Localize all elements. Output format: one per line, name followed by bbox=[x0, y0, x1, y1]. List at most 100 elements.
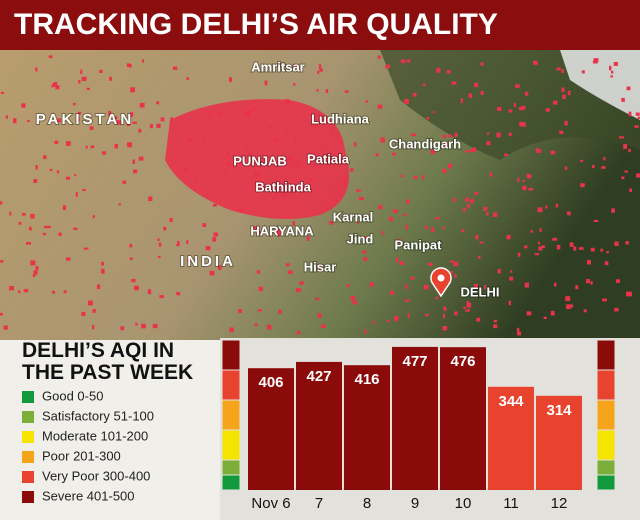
fire-dot bbox=[428, 262, 433, 266]
fire-dot bbox=[177, 240, 180, 246]
fire-dot bbox=[266, 324, 272, 330]
fire-dot bbox=[130, 112, 134, 117]
fire-dot bbox=[461, 229, 465, 233]
title: TRACKING DELHI’S AIR QUALITY bbox=[14, 8, 498, 41]
fire-dot bbox=[256, 270, 260, 274]
fire-dot bbox=[18, 221, 22, 225]
fire-dot bbox=[580, 159, 584, 162]
fire-dot bbox=[388, 216, 394, 222]
fire-dot bbox=[518, 106, 524, 111]
scale-band bbox=[221, 339, 241, 371]
map-label: Karnal bbox=[333, 209, 373, 224]
fire-dot bbox=[316, 89, 319, 92]
fire-dot bbox=[276, 229, 282, 235]
fire-dot bbox=[306, 235, 310, 241]
fire-dot bbox=[122, 180, 127, 184]
fire-dot bbox=[101, 268, 105, 274]
fire-dot bbox=[624, 170, 628, 173]
fire-dot bbox=[87, 300, 93, 306]
fire-dot bbox=[54, 140, 59, 144]
fire-dot bbox=[65, 176, 71, 180]
fire-dot bbox=[484, 284, 487, 290]
fire-dot bbox=[615, 279, 620, 283]
fire-dot bbox=[443, 307, 447, 311]
fire-dot bbox=[381, 231, 384, 235]
fire-dot bbox=[508, 300, 511, 306]
fire-dot bbox=[517, 177, 520, 182]
map-label: DELHI bbox=[461, 284, 500, 299]
fire-dot bbox=[344, 90, 349, 93]
fire-dot bbox=[566, 304, 571, 310]
fire-dot bbox=[385, 64, 391, 69]
scale-band bbox=[221, 399, 241, 431]
fire-dot bbox=[129, 243, 133, 248]
fire-dot bbox=[403, 213, 407, 216]
fire-dot bbox=[252, 107, 257, 111]
legend-swatch bbox=[22, 471, 34, 483]
map-label: Amritsar bbox=[251, 59, 304, 74]
fire-dot bbox=[254, 323, 258, 327]
fire-dot bbox=[170, 117, 174, 122]
fire-dot bbox=[329, 130, 334, 135]
fire-dot bbox=[238, 160, 244, 165]
fire-dot bbox=[356, 221, 360, 224]
fire-dot bbox=[244, 110, 249, 116]
pin-dot bbox=[437, 274, 445, 282]
fire-dot bbox=[48, 55, 53, 59]
fire-dot bbox=[258, 286, 263, 292]
fire-dot bbox=[628, 148, 631, 153]
fire-dot bbox=[293, 139, 298, 143]
fire-dot bbox=[26, 242, 31, 245]
fire-dot bbox=[133, 169, 138, 174]
fire-dot bbox=[372, 321, 376, 324]
fire-dot bbox=[209, 270, 215, 276]
legend-swatch bbox=[22, 411, 34, 423]
title-banner bbox=[0, 0, 640, 50]
fire-dot bbox=[225, 256, 230, 259]
fire-dot bbox=[452, 197, 456, 202]
fire-dot bbox=[493, 324, 498, 329]
fire-dot bbox=[539, 228, 542, 232]
fire-dot bbox=[473, 283, 478, 289]
fire-dot bbox=[567, 90, 571, 96]
fire-dot bbox=[562, 94, 566, 100]
fire-dot bbox=[552, 100, 558, 105]
fire-dot bbox=[9, 211, 12, 216]
fire-dot bbox=[0, 260, 4, 263]
fire-dot bbox=[329, 221, 334, 225]
fire-dot bbox=[377, 104, 383, 109]
fire-dot bbox=[254, 171, 259, 177]
fire-dot bbox=[401, 59, 406, 64]
fire-dot bbox=[346, 284, 351, 287]
fire-dot bbox=[264, 80, 268, 86]
fire-dot bbox=[585, 279, 590, 284]
scale-band bbox=[596, 459, 616, 476]
fire-dot bbox=[80, 69, 83, 75]
fire-dot bbox=[404, 98, 409, 104]
fire-dot bbox=[35, 266, 39, 271]
map-label: Bathinda bbox=[255, 179, 311, 194]
fire-dot bbox=[425, 313, 429, 317]
fire-dot bbox=[575, 285, 579, 290]
fire-dot bbox=[236, 143, 240, 146]
fire-dot bbox=[13, 118, 17, 124]
fire-dot bbox=[293, 83, 296, 86]
fire-dot bbox=[362, 250, 367, 254]
fire-dot bbox=[526, 311, 532, 316]
fire-dot bbox=[49, 168, 53, 172]
fire-dot bbox=[526, 173, 532, 179]
fire-dot bbox=[614, 241, 619, 247]
fire-dot bbox=[229, 327, 234, 333]
fire-dot bbox=[405, 284, 408, 290]
fire-dot bbox=[18, 290, 21, 294]
fire-dot bbox=[530, 230, 533, 233]
fire-dot bbox=[141, 59, 145, 63]
fire-dot bbox=[325, 89, 329, 94]
fire-dot bbox=[156, 123, 161, 128]
fire-dot bbox=[58, 232, 62, 236]
fire-dot bbox=[476, 317, 481, 322]
scale-band bbox=[596, 474, 616, 491]
fire-dot bbox=[399, 261, 405, 265]
legend-label: Satisfactory 51-100 bbox=[42, 408, 154, 423]
